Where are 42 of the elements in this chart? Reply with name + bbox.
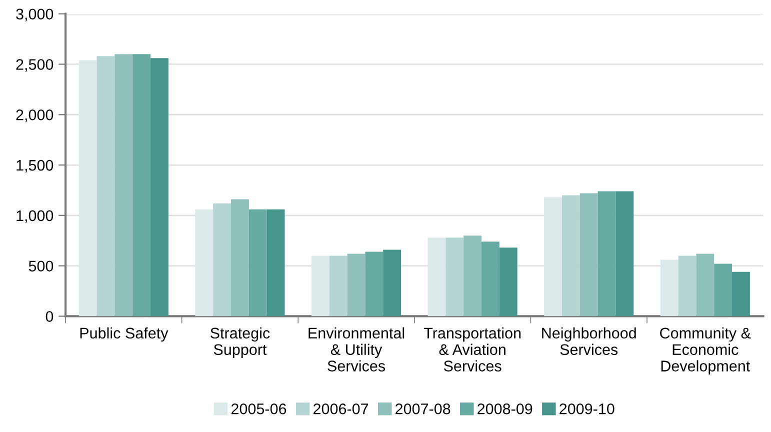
bar: [482, 242, 500, 316]
y-tick-label: 1,000: [16, 210, 54, 223]
bar: [114, 54, 133, 316]
bar: [678, 256, 696, 316]
bar: [132, 54, 151, 316]
y-tick-label: 1,500: [16, 160, 54, 173]
x-tick-label: Environmental & Utility Services: [308, 327, 404, 372]
bar: [499, 248, 518, 316]
bar: [598, 191, 616, 316]
y-tick-label: 3,000: [16, 8, 54, 22]
bar: [732, 272, 750, 316]
bar: [347, 254, 366, 316]
bar: [150, 58, 168, 316]
y-tick-label: 0: [46, 311, 54, 322]
bar: [96, 56, 115, 316]
legend-label: 2008-09: [478, 403, 532, 414]
y-tick-label: 2,000: [16, 109, 54, 122]
x-tick-label: Public Safety: [80, 327, 168, 342]
y-tick-label: 500: [28, 260, 54, 272]
bar: [248, 209, 267, 316]
x-tick-label: Strategic Support: [210, 327, 270, 358]
legend-label: 2005-06: [231, 403, 286, 414]
bar: [383, 250, 402, 316]
legend-label: 2006-07: [314, 403, 368, 414]
bar: [365, 252, 384, 316]
bar: [329, 256, 348, 316]
bar: [231, 199, 249, 316]
bar: [616, 191, 634, 316]
bar: [696, 254, 714, 316]
bar: [714, 264, 732, 316]
x-tick-label: Community & Economic Development: [660, 327, 751, 374]
bar: [464, 236, 482, 316]
x-tick-label: Transportation & Aviation Services: [424, 327, 521, 372]
bar: [446, 238, 464, 316]
legend-label: 2009-10: [560, 403, 614, 414]
bar: [213, 203, 232, 316]
bar: [266, 209, 285, 316]
y-tick-label: 2,500: [16, 59, 54, 72]
x-tick-label: Neighborhood Services: [542, 327, 636, 356]
bar: [562, 195, 580, 316]
legend-label: 2007-08: [396, 403, 450, 414]
bar: [580, 193, 598, 316]
